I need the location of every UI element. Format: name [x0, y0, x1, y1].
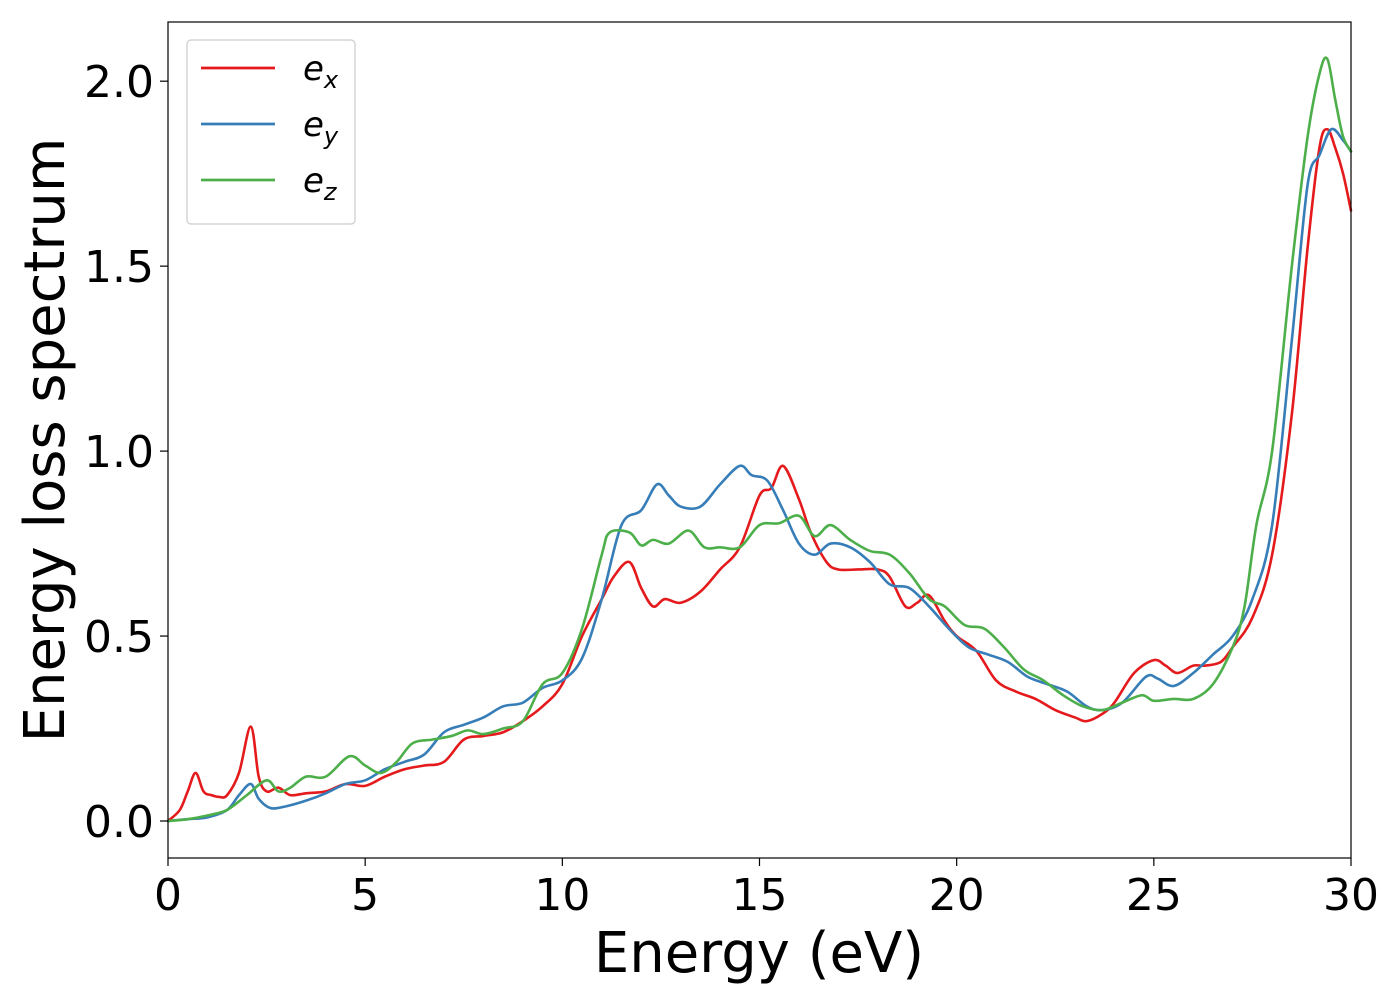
x-axis-label: Energy (eV) — [594, 921, 924, 986]
x-tick-label: 25 — [1126, 870, 1182, 921]
y-tick-label: 0.5 — [84, 612, 154, 663]
x-tick-label: 10 — [534, 870, 590, 921]
legend-label-x: ex — [303, 49, 339, 94]
series-line-z — [166, 56, 1353, 823]
series-line-y — [166, 127, 1353, 823]
legend-box — [186, 39, 356, 225]
x-tick-label: 20 — [929, 870, 985, 921]
x-tick-label: 0 — [154, 870, 182, 921]
legend: ex ey ez — [186, 39, 356, 225]
series-layer — [166, 56, 1353, 823]
y-tick-label: 1.0 — [84, 427, 154, 478]
x-tick-label: 15 — [732, 870, 788, 921]
y-axis-label: Energy loss spectrum — [13, 138, 78, 743]
y-tick-label: 1.5 — [84, 242, 154, 293]
y-axis-ticks: 0.0 0.5 1.0 1.5 2.0 — [84, 57, 168, 848]
x-axis-ticks: 0 5 10 15 20 25 30 — [154, 858, 1379, 921]
x-tick-label: 5 — [351, 870, 379, 921]
legend-label-y: ey — [303, 105, 339, 150]
y-tick-label: 2.0 — [84, 57, 154, 108]
legend-label-z: ez — [303, 161, 338, 206]
plot-area — [168, 22, 1351, 858]
x-tick-label: 30 — [1323, 870, 1379, 921]
y-tick-label: 0.0 — [84, 797, 154, 848]
